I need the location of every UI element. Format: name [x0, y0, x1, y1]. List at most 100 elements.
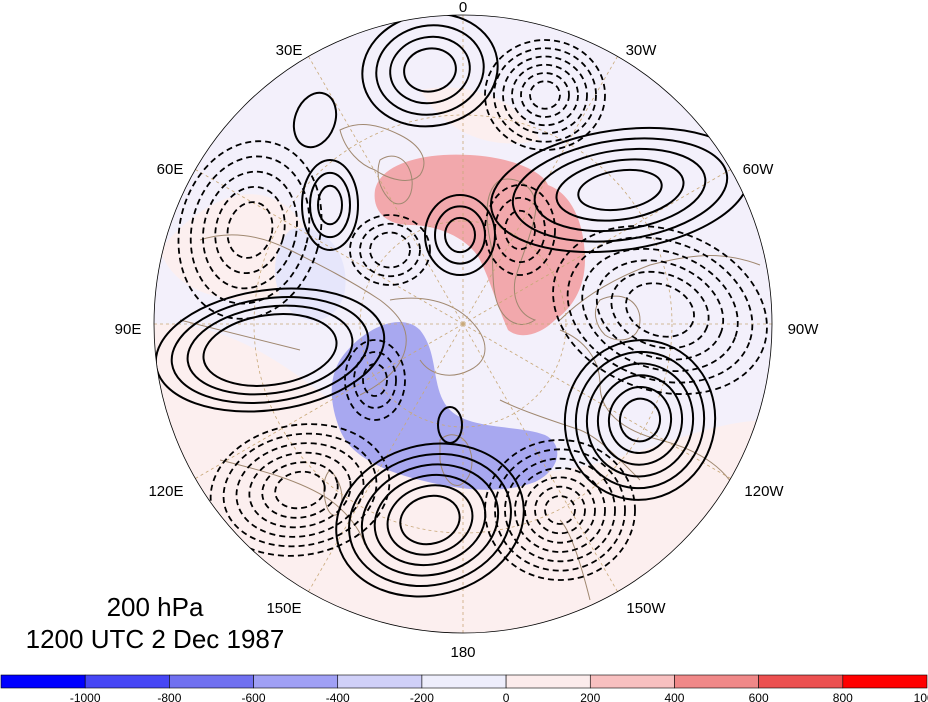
contour-negative: [261, 461, 339, 519]
colorbar-box: [589, 674, 675, 689]
contour-negative: [595, 259, 725, 361]
contour-positive: [533, 147, 707, 233]
colorbar-tick-label: 800: [833, 691, 853, 702]
colorbar: -1000 -800 -600 -400 -200 0 200 400 600 800 1000: [0, 674, 928, 702]
contour-negative: [511, 63, 579, 127]
colorbar-tick-label: -800: [157, 691, 181, 702]
contour-negative: [552, 225, 768, 395]
colorbar-box: [842, 674, 928, 689]
contour-positive: [360, 463, 500, 577]
lon-label-90w: 90W: [788, 321, 820, 338]
contour-positive: [585, 362, 695, 478]
longitude-labels: 0 30W 60W 90W 120W 150W 180 150E 120E 90…: [115, 0, 820, 661]
lon-label-150e: 150E: [266, 600, 301, 617]
lon-label-180: 180: [450, 644, 475, 661]
lon-label-120w: 120W: [744, 483, 784, 500]
contour-positive: [607, 385, 673, 455]
contour-negative: [514, 467, 606, 553]
contour-positive: [292, 91, 338, 149]
contour-layer: [154, 15, 768, 598]
lon-label-0: 0: [459, 0, 467, 16]
contour-positive: [403, 47, 457, 93]
graticule: [154, 15, 772, 633]
contour-positive: [386, 484, 474, 556]
contour-negative: [494, 196, 546, 264]
contour-negative: [544, 495, 576, 525]
colorbar-tick-label: 400: [664, 691, 684, 702]
colorbar-tick-label: -600: [242, 691, 266, 702]
contour-negative: [494, 448, 626, 572]
contour-negative: [504, 457, 616, 563]
contour-negative: [504, 209, 536, 251]
colorbar-tick-label: -200: [410, 691, 434, 702]
level-label: 200 hPa: [107, 592, 204, 622]
contour-positive: [309, 171, 351, 239]
contour-negative: [235, 442, 365, 538]
contour-positive: [618, 397, 662, 443]
shading-negative: [331, 321, 558, 490]
colorbar-tick-label: 0: [503, 691, 510, 702]
colorbar-box: [0, 674, 86, 689]
shading-positive-strong: [374, 154, 585, 336]
contour-negative: [484, 39, 606, 151]
colorbar-boxes: [0, 674, 928, 689]
contour-negative: [353, 351, 397, 409]
contour-positive: [563, 339, 717, 501]
time-label: 1200 UTC 2 Dec 1987: [26, 624, 285, 654]
contour-positive: [373, 473, 487, 567]
coast-japan: [323, 469, 343, 516]
lon-label-150w: 150W: [626, 600, 666, 617]
colorbar-box: [169, 674, 254, 689]
contour-positive: [186, 304, 354, 396]
colorbar-box: [253, 674, 339, 689]
colorbar-box: [84, 674, 170, 689]
map-disk: [153, 14, 773, 634]
coast-greenland: [486, 178, 537, 325]
colorbar-box: [674, 674, 759, 689]
lon-label-90e: 90E: [115, 321, 142, 338]
contour-negative: [177, 140, 323, 320]
coast-scandinavia: [377, 155, 413, 205]
contour-positive: [375, 24, 485, 116]
colorbar-box: [337, 674, 423, 689]
contour-positive: [555, 158, 685, 222]
contour-negative: [484, 184, 556, 276]
shading-positive-weak-2: [160, 194, 308, 300]
colorbar-tick-label: -400: [326, 691, 350, 702]
contour-negative: [625, 282, 695, 338]
contour-negative: [344, 339, 406, 421]
contour-negative: [484, 439, 636, 581]
contour-negative: [529, 80, 561, 110]
contour-negative: [534, 485, 586, 535]
colorbar-box: [505, 674, 591, 689]
lon-label-30w: 30W: [626, 42, 658, 59]
contour-negative: [520, 72, 570, 118]
contour-negative: [226, 201, 274, 259]
contour-positive: [202, 313, 338, 387]
contour-negative: [524, 476, 596, 544]
colorbar-tick-label: 600: [749, 691, 769, 702]
contour-negative: [359, 222, 421, 278]
contour-positive: [511, 137, 729, 243]
contour-negative: [202, 170, 298, 290]
contours: [154, 15, 768, 598]
lon-label-60e: 60E: [157, 161, 184, 178]
contour-positive: [596, 374, 684, 466]
contour-positive: [389, 35, 471, 105]
contour-negative: [502, 55, 588, 135]
contour-positive: [335, 442, 525, 598]
contour-positive: [577, 168, 663, 212]
colorbar-tick-label: 200: [580, 691, 600, 702]
coast-siberia: [389, 297, 486, 376]
lat-circle-30: [253, 114, 673, 534]
contour-negative: [214, 185, 286, 275]
contour-negative: [566, 236, 754, 384]
coastlines: [179, 124, 761, 601]
contour-negative: [369, 231, 411, 269]
contour-negative: [274, 470, 326, 510]
contour-positive: [437, 406, 463, 444]
contour-positive: [348, 452, 512, 588]
contour-negative: [362, 363, 388, 397]
contour-positive: [574, 350, 706, 490]
